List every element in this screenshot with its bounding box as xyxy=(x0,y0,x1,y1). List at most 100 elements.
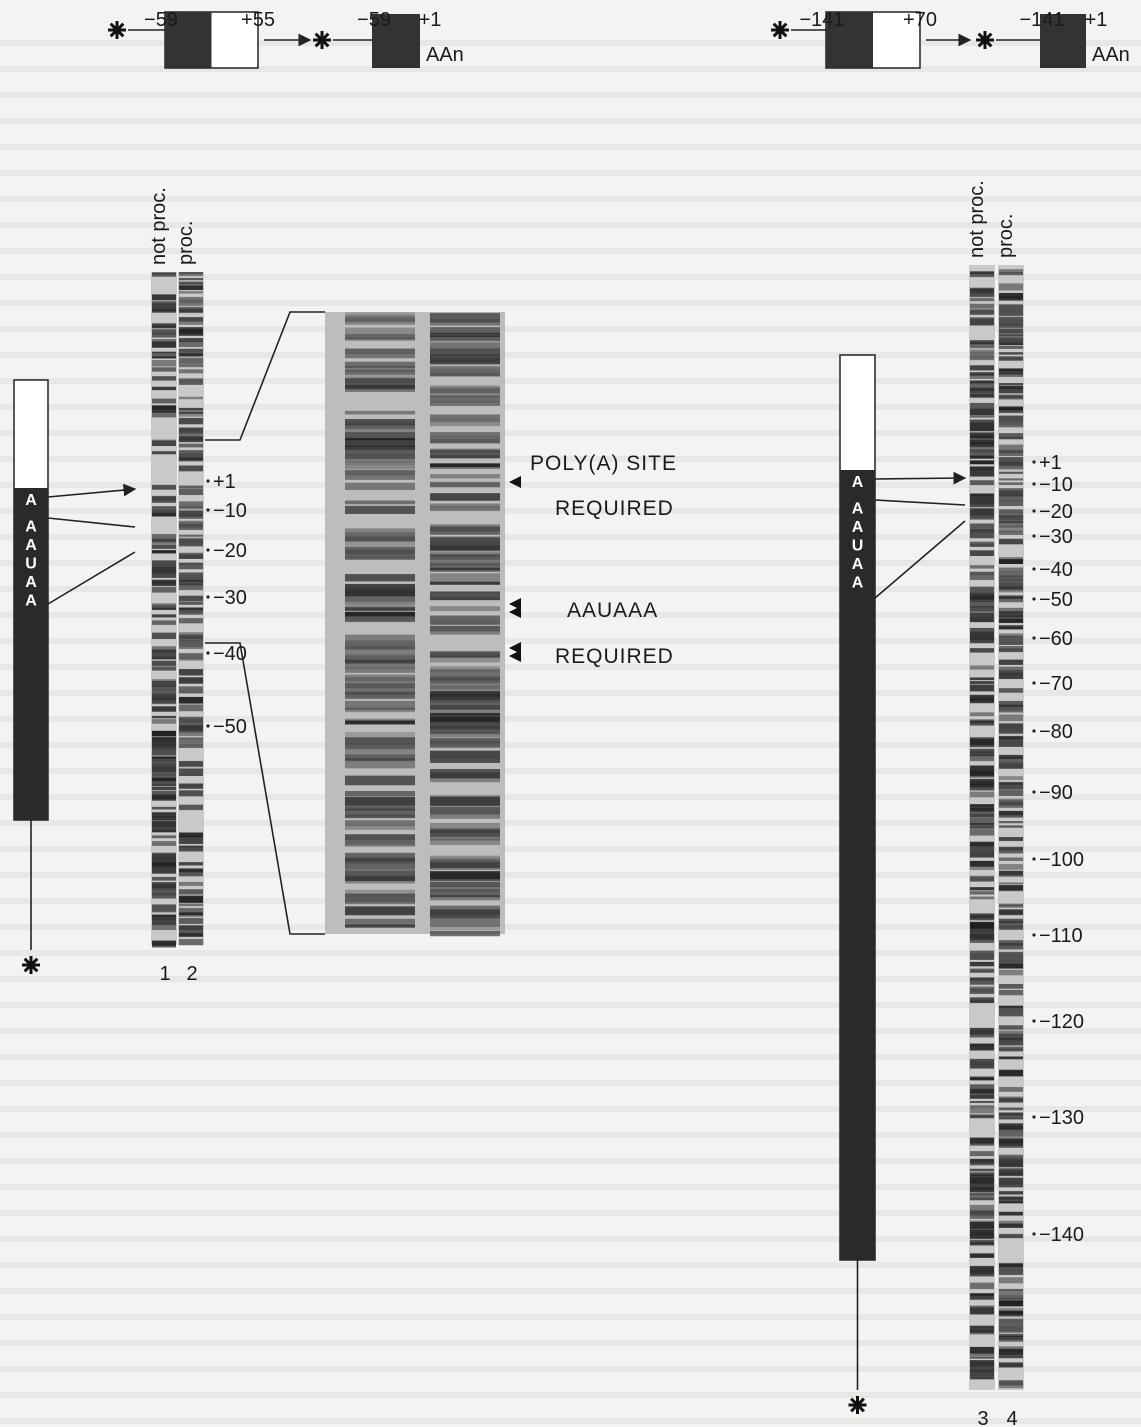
gel-band xyxy=(999,352,1023,355)
gel-band xyxy=(970,1077,994,1081)
gel-band xyxy=(179,379,203,385)
construct-dark xyxy=(372,14,420,68)
inset-band xyxy=(345,692,415,699)
gel-band xyxy=(970,425,994,432)
bleed-line xyxy=(0,1314,1141,1320)
gel-band xyxy=(152,756,176,759)
inset-band xyxy=(345,814,415,818)
gel-band xyxy=(970,887,994,890)
gel-band xyxy=(999,1307,1023,1313)
gel-band xyxy=(970,963,994,967)
gel-band xyxy=(179,363,203,368)
inset-band xyxy=(345,539,415,547)
bleed-line xyxy=(0,1210,1141,1216)
gel-band xyxy=(970,352,994,358)
gel-band xyxy=(970,922,994,929)
gel-band xyxy=(970,493,994,496)
marker-dot xyxy=(1032,790,1036,794)
bleed-line xyxy=(0,222,1141,228)
gel-band xyxy=(999,1056,1023,1060)
gel-band xyxy=(179,881,203,886)
gel-band xyxy=(970,271,994,275)
connector-line xyxy=(47,551,136,605)
gel-band xyxy=(999,1005,1023,1009)
gel-band xyxy=(152,766,176,772)
gel-band xyxy=(970,933,994,941)
gel-band xyxy=(152,857,176,863)
inset-band xyxy=(430,895,500,901)
lane-label: not proc. xyxy=(148,187,170,265)
gel-band xyxy=(152,660,176,666)
gel-band xyxy=(999,295,1023,301)
gel-band xyxy=(970,953,994,960)
gel-band xyxy=(999,723,1023,730)
gel-band xyxy=(152,405,176,410)
gel-band xyxy=(970,532,994,539)
bleed-line xyxy=(0,196,1141,202)
inset-band xyxy=(430,654,500,663)
bleed-line xyxy=(0,638,1141,644)
gel-band xyxy=(999,742,1023,747)
inset-band xyxy=(430,436,500,444)
gel-band xyxy=(999,645,1023,652)
inset-band xyxy=(345,758,415,769)
gel-band xyxy=(970,499,994,505)
inset-band xyxy=(345,659,415,664)
gel-band xyxy=(999,1013,1023,1017)
inset-band xyxy=(430,796,500,806)
gel-band xyxy=(152,780,176,786)
sequence-letter: A xyxy=(852,519,864,536)
inset-band xyxy=(430,385,500,394)
marker-dot xyxy=(206,508,210,512)
gel-band xyxy=(970,607,994,614)
gel-band xyxy=(179,485,203,488)
gel-band xyxy=(999,1025,1023,1030)
gel-band xyxy=(999,575,1023,582)
bleed-line xyxy=(0,274,1141,280)
asterisk xyxy=(109,22,125,38)
gel-band xyxy=(999,482,1023,485)
inset-band xyxy=(345,685,415,695)
inset-band xyxy=(345,700,415,710)
gel-band xyxy=(152,761,176,768)
inset-band xyxy=(430,809,500,819)
inset-band xyxy=(345,666,415,673)
gel-band xyxy=(999,462,1023,468)
gel-band xyxy=(152,367,176,372)
gel-band xyxy=(179,443,203,448)
gel-band xyxy=(152,893,176,899)
gel-band xyxy=(970,665,994,670)
gel-band xyxy=(999,345,1023,349)
inset-connector xyxy=(205,642,325,935)
sequence-letter: A xyxy=(25,537,37,554)
gel-band xyxy=(179,327,203,330)
lane-number: 3 xyxy=(977,1408,988,1427)
gel-band xyxy=(179,903,203,907)
inset-band xyxy=(345,852,415,862)
inset-band xyxy=(430,872,500,881)
inset-band xyxy=(345,438,415,447)
gel-band xyxy=(999,798,1023,803)
bleed-line xyxy=(0,352,1141,358)
gel-band xyxy=(179,686,203,693)
bleed-line xyxy=(0,664,1141,670)
marker-dot xyxy=(1032,509,1036,513)
gel-band xyxy=(179,607,203,613)
marker-label: −90 xyxy=(1039,782,1073,804)
gel-band xyxy=(999,488,1023,495)
inset-band xyxy=(430,463,500,468)
gel-band xyxy=(179,929,203,934)
gel-band xyxy=(152,550,176,554)
gel-band xyxy=(152,835,176,839)
gel-band xyxy=(970,508,994,516)
gel-band xyxy=(970,439,994,445)
gel-band xyxy=(179,869,203,873)
gel-band xyxy=(970,791,994,798)
gel-band xyxy=(970,1192,994,1196)
gel-band xyxy=(152,806,176,810)
inset-band xyxy=(430,395,500,403)
inset-band xyxy=(345,640,415,647)
inset-band xyxy=(345,528,415,534)
gel-band xyxy=(999,1160,1023,1168)
inset-band xyxy=(430,450,500,458)
